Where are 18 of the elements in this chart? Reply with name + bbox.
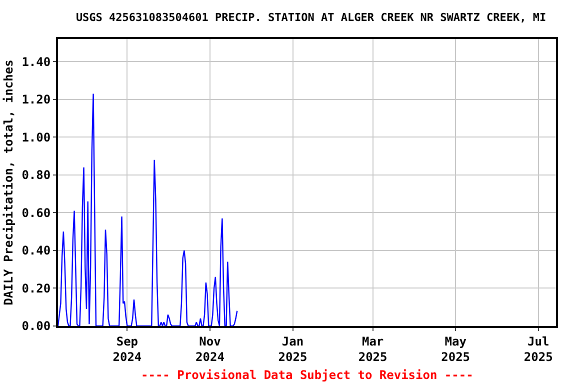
x-tick-label: Mar 2025 [358,334,388,364]
y-tick-label: 0.80 [22,168,51,182]
y-axis-title: DAILY Precipitation, total, inches [1,60,16,306]
x-tick-label: Jul 2025 [524,334,553,364]
x-tick-label: Nov 2024 [196,334,224,364]
y-tick-label: 1.00 [22,130,51,144]
y-tick-label: 0.20 [22,281,51,296]
y-tick-label: 1.40 [22,54,51,69]
y-tick-label: 1.20 [22,92,51,107]
x-tick-label: Jan 2025 [278,334,308,364]
line-series [58,93,238,326]
text: ---- Provisional Data Subject to Revision ---- [141,368,474,382]
y-tick-label: 0.60 [22,206,51,220]
chart-title: USGS 425631083504601 PRECIP. STATION AT ALGER CREEK NR SWARTZ CREEK, MI [76,11,546,24]
y-tick-label: 0.00 [22,319,51,334]
y-tick-label: 0.40 [22,244,51,258]
x-tick-label: May 2025 [441,334,470,364]
x-tick-label: Sep 2024 [112,334,142,364]
